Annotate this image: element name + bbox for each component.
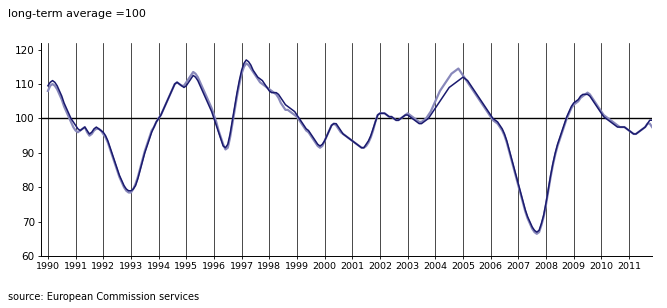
Text: source: European Commission services: source: European Commission services (8, 292, 199, 302)
Text: long-term average =100: long-term average =100 (8, 9, 146, 19)
